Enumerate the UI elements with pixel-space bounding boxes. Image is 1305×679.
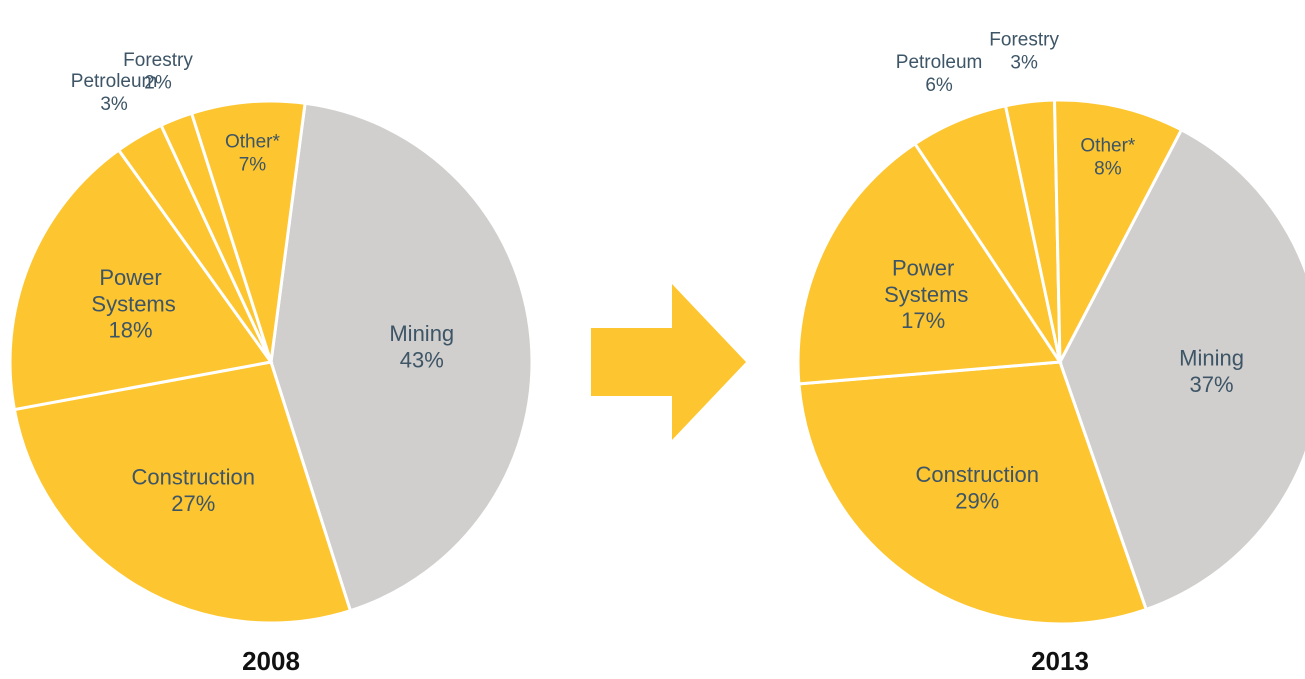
slice-label: Mining [389,321,454,346]
slice-value-label: 18% [109,318,153,343]
arrow [591,284,746,440]
pie-slice [1052,98,1184,363]
slice-value-label: 37% [1190,372,1234,397]
slice-label: Power Systems [85,265,175,316]
slice-label: Other* [225,132,281,153]
slice-value-label: 27% [171,491,215,516]
slice-label: Other* [1080,136,1136,157]
slice-label: Petroleum [896,52,983,73]
pie-slice [796,141,1063,386]
slice-label: Forestry [989,30,1059,51]
pie-slice [797,360,1149,626]
slice-label: Construction [132,465,256,490]
chart-title: 2008 [242,646,300,676]
pie-slice [189,99,307,363]
slice-value-label: 7% [239,154,267,175]
slice-value-label: 3% [100,94,128,115]
slice-label: Construction [915,462,1039,487]
slice-label: Forestry [123,50,193,71]
pie-slice [1058,127,1305,612]
slice-label: Petroleum [71,71,158,92]
pie-slice [12,360,353,625]
slice-value-label: 3% [1010,52,1038,73]
pie-slice [269,101,534,613]
pie-slice [8,147,274,412]
slice-value-label: 17% [901,308,945,333]
slice-value-label: 2% [144,73,172,94]
slice-value-label: 8% [1094,158,1122,179]
slice-value-label: 43% [400,348,444,373]
slice-value-label: 29% [955,488,999,513]
slice-value-label: 6% [925,75,953,96]
chart-title: 2013 [1031,646,1089,676]
slice-label: Power Systems [878,255,968,306]
slice-label: Mining [1179,346,1244,371]
